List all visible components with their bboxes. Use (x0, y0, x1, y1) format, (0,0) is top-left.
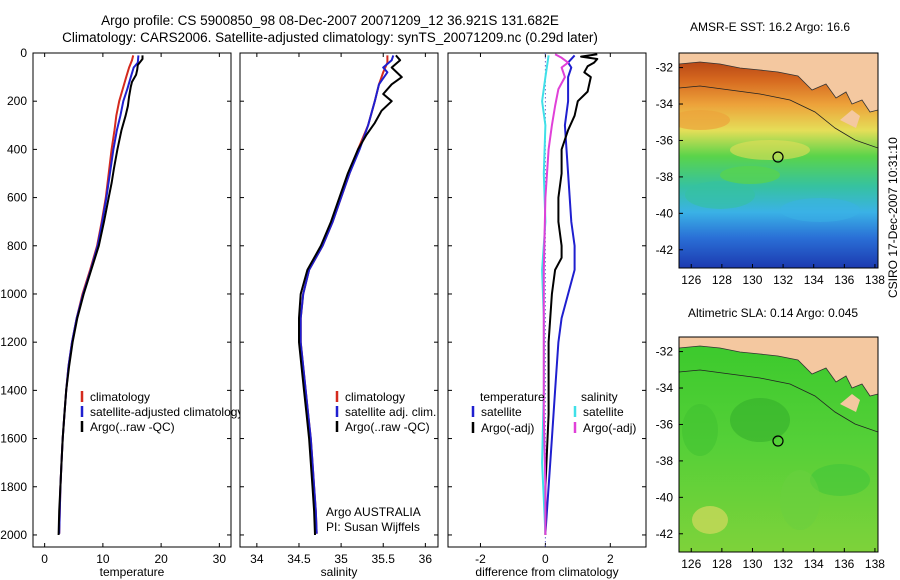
map-y-tick-label: -38 (656, 454, 674, 468)
y-tick-label: 400 (7, 142, 27, 156)
map-x-tick-label: 138 (865, 557, 885, 571)
x-tick-label: 10 (96, 552, 110, 566)
map-x-tick-label: 138 (865, 273, 885, 287)
map-y-tick-label: -36 (656, 133, 674, 147)
x-axis-label: difference from climatology (475, 565, 618, 579)
figure-title-line1: Argo profile: CS 5900850_98 08-Dec-2007 … (101, 13, 559, 28)
map-x-tick-label: 134 (804, 557, 824, 571)
series-line-3 (57, 55, 144, 536)
x-axis-label: temperature (100, 565, 165, 579)
series-line-4 (542, 53, 570, 535)
series-line-2 (544, 53, 599, 535)
x-tick-label: 35 (334, 552, 348, 566)
float-annotation: Argo AUSTRALIA (326, 505, 421, 519)
map-y-tick-label: -38 (656, 170, 674, 184)
map-x-tick-label: 136 (834, 273, 854, 287)
x-tick-label: 35.5 (372, 552, 396, 566)
y-tick-label: 200 (7, 94, 27, 108)
map-x-tick-label: 132 (773, 273, 793, 287)
map-x-tick-label: 128 (712, 557, 732, 571)
map-y-tick-label: -40 (656, 206, 674, 220)
x-axis-label: salinity (321, 565, 358, 579)
map-y-tick-label: -34 (656, 97, 674, 111)
legend-label: satellite adj. clim. (345, 405, 436, 419)
map-x-tick-label: 132 (773, 557, 793, 571)
map-x-tick-label: 128 (712, 273, 732, 287)
legend-label: Argo(-adj) (583, 421, 636, 435)
map-y-tick-label: -32 (656, 61, 674, 75)
x-tick-label: 0 (41, 552, 48, 566)
legend-header-temperature: temperature (480, 390, 545, 404)
map-x-tick-label: 126 (681, 557, 701, 571)
map-x-tick-label: 126 (681, 273, 701, 287)
map-x-tick-label: 134 (804, 273, 824, 287)
x-tick-label: 30 (213, 552, 227, 566)
map-y-tick-label: -32 (656, 345, 674, 359)
map-x-tick-label: 136 (834, 557, 854, 571)
argo-float-marker-sla (772, 435, 784, 447)
legend-label: Argo(-adj) (481, 421, 534, 435)
legend-header-salinity: salinity (581, 390, 618, 404)
argo-float-marker-sst (772, 151, 784, 163)
profile-panel-2: 34 34.5 35 35.5 36 salinity climatologysatelli… (239, 52, 439, 579)
legend-label: climatology (90, 390, 150, 404)
profile-panel-1: 0 200 400 600 800 1000 1200 1400 1600 1800 2000 0 10… (0, 46, 243, 579)
plot-frame (32, 52, 232, 548)
map-y-tick-label: -36 (656, 417, 674, 431)
y-tick-label: 1000 (0, 287, 27, 301)
x-tick-label: 36 (419, 552, 433, 566)
series-line-3 (298, 54, 403, 536)
map-y-tick-label: -40 (656, 490, 674, 504)
sla-map-title: Altimetric SLA: 0.14 Argo: 0.045 (688, 306, 859, 320)
plot-frame (239, 52, 439, 548)
x-tick-label: 2 (607, 552, 614, 566)
x-tick-label: -2 (475, 552, 486, 566)
map-y-tick-label: -42 (656, 243, 674, 257)
y-tick-label: 800 (7, 239, 27, 253)
legend-label: Argo(..raw -QC) (90, 420, 175, 434)
y-tick-label: 0 (20, 46, 27, 60)
y-tick-label: 1400 (0, 383, 27, 397)
map-x-tick-label: 130 (742, 273, 762, 287)
sla-map: 126 128 130 132 134 136 138 -32 -34 -36 -38 -40 -42 (656, 336, 885, 571)
x-tick-label: 0 (542, 552, 549, 566)
y-tick-label: 1600 (0, 432, 27, 446)
legend-label: satellite (583, 405, 624, 419)
y-tick-label: 1200 (0, 335, 27, 349)
y-tick-label: 1800 (0, 480, 27, 494)
x-tick-label: 34.5 (287, 552, 311, 566)
y-tick-label: 2000 (0, 528, 27, 542)
legend-label: climatology (345, 390, 405, 404)
x-tick-label: 20 (154, 552, 168, 566)
legend-label: Argo(..raw -QC) (345, 420, 430, 434)
figure-title-line2: Climatology: CARS2006. Satellite-adjuste… (62, 30, 598, 45)
map-x-tick-label: 130 (742, 557, 762, 571)
x-tick-label: 34 (250, 552, 264, 566)
sst-map-title: AMSR-E SST: 16.2 Argo: 16.6 (690, 20, 851, 34)
legend-label: satellite (481, 405, 522, 419)
series-line-2 (299, 55, 395, 534)
series-line-1 (544, 54, 576, 534)
legend-label: satellite-adjusted climatology (90, 405, 243, 419)
map-y-tick-label: -42 (656, 527, 674, 541)
y-tick-label: 600 (7, 191, 27, 205)
sst-map: 126 128 130 132 134 136 138 -32 -34 -36 -38 -40 -42 (656, 52, 885, 287)
map-y-tick-label: -34 (656, 381, 674, 395)
float-annotation: PI: Susan Wijffels (326, 520, 420, 534)
